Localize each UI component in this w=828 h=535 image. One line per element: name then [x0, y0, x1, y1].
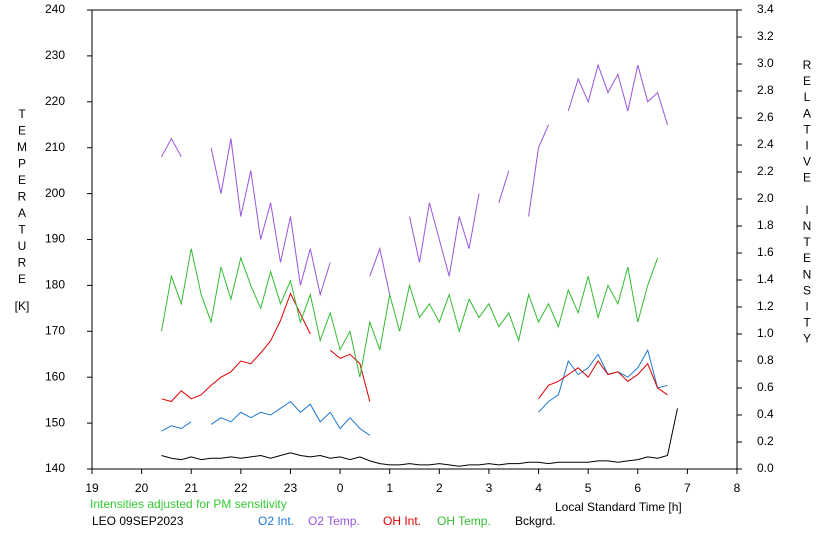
y-tick-label: 160 — [45, 369, 65, 383]
y2-tick-label: 0.0 — [757, 461, 774, 475]
y2-tick-label: 3.0 — [757, 56, 774, 70]
y-tick-label: 180 — [45, 278, 65, 292]
y-tick-label: 200 — [45, 186, 65, 200]
x-tick-label: 7 — [684, 481, 691, 495]
x-axis-label: Local Standard Time [h] — [555, 500, 682, 514]
y2-tick-label: 3.2 — [757, 29, 774, 43]
y-axis-unit: [K] — [15, 299, 30, 313]
y2-tick-label: 2.2 — [757, 164, 774, 178]
y2-tick-label: 1.8 — [757, 218, 774, 232]
y-tick-label: 220 — [45, 94, 65, 108]
series-line — [161, 248, 659, 378]
y-tick-label: 140 — [45, 461, 65, 475]
x-tick-label: 5 — [585, 481, 592, 495]
note: Intensities adjusted for PM sensitivity — [90, 497, 287, 511]
y2-tick-label: 0.6 — [757, 380, 774, 394]
y2-tick-label: 1.0 — [757, 326, 774, 340]
y2-tick-label: 0.4 — [757, 407, 774, 421]
y2-tick-label: 3.4 — [757, 2, 774, 16]
x-tick-label: 21 — [185, 481, 199, 495]
y2-tick-label: 2.8 — [757, 83, 774, 97]
x-tick-label: 1 — [386, 481, 393, 495]
x-tick-label: 22 — [234, 481, 248, 495]
legend-entry: O2 Int. — [258, 514, 294, 528]
y-tick-label: 240 — [45, 2, 65, 16]
x-tick-label: 3 — [486, 481, 493, 495]
y2-tick-label: 0.2 — [757, 434, 774, 448]
x-tick-label: 4 — [535, 481, 542, 495]
x-tick-label: 20 — [135, 481, 149, 495]
y2-tick-label: 1.2 — [757, 299, 774, 313]
y2-tick-label: 2.6 — [757, 110, 774, 124]
y-tick-label: 210 — [45, 140, 65, 154]
y-tick-label: 230 — [45, 48, 65, 62]
series-line — [161, 348, 668, 436]
x-tick-label: 8 — [734, 481, 741, 495]
legend-entry: O2 Temp. — [308, 514, 360, 528]
x-tick-label: 2 — [436, 481, 443, 495]
x-tick-label: 6 — [634, 481, 641, 495]
y2-tick-label: 2.4 — [757, 137, 774, 151]
y2-tick-label: 2.0 — [757, 191, 774, 205]
station-label: LEO 09SEP2023 — [92, 514, 184, 528]
x-tick-label: 23 — [284, 481, 298, 495]
x-tick-label: 19 — [85, 481, 99, 495]
legend-entry: OH Temp. — [437, 514, 491, 528]
y-tick-label: 150 — [45, 415, 65, 429]
x-tick-label: 0 — [337, 481, 344, 495]
series-line — [161, 63, 668, 297]
y2-tick-label: 1.6 — [757, 245, 774, 259]
series-line — [161, 292, 668, 403]
y2-tick-label: 1.4 — [757, 272, 774, 286]
legend-entry: OH Int. — [383, 514, 421, 528]
y-tick-label: 190 — [45, 232, 65, 246]
y-tick-label: 170 — [45, 323, 65, 337]
legend-entry: Bckgrd. — [515, 514, 556, 528]
y2-tick-label: 0.8 — [757, 353, 774, 367]
series-line — [161, 408, 678, 467]
